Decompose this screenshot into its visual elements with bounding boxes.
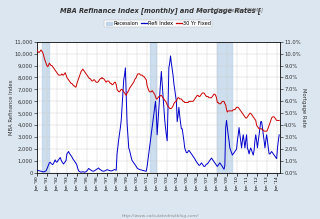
Bar [217, 42, 232, 173]
Bar [42, 42, 49, 173]
Text: Source: Freddie Mac PMMS]: Source: Freddie Mac PMMS] [197, 8, 263, 13]
Text: MBA Refinance Index [monthly] and Mortgage Rates [: MBA Refinance Index [monthly] and Mortga… [60, 8, 260, 15]
Y-axis label: Mortgage Rate: Mortgage Rate [301, 88, 306, 127]
Y-axis label: MBA Refinance Index: MBA Refinance Index [9, 79, 14, 135]
Legend: Recession, Refi Index, 30 Yr Fixed: Recession, Refi Index, 30 Yr Fixed [104, 20, 212, 27]
Text: http://www.calculatedriskblog.com/: http://www.calculatedriskblog.com/ [121, 214, 199, 218]
Bar [150, 42, 156, 173]
